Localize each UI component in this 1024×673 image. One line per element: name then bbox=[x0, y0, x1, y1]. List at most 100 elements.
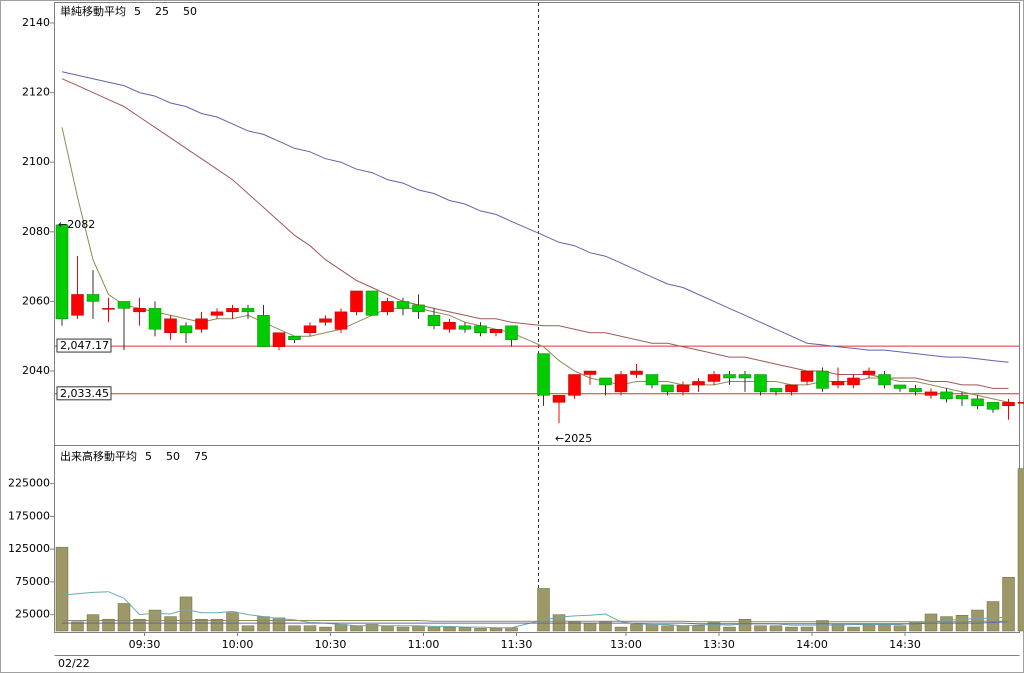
legend-entry: 5 bbox=[145, 450, 152, 463]
candle-body bbox=[537, 353, 550, 396]
candle-body bbox=[164, 318, 177, 333]
candle-body bbox=[226, 308, 239, 313]
x-tick-label: 14:30 bbox=[889, 638, 921, 651]
y-tick-label: 2080 bbox=[22, 225, 50, 238]
volume-bar bbox=[583, 622, 597, 632]
candle-body bbox=[427, 315, 441, 327]
volume-bar bbox=[800, 626, 814, 632]
volume-bar bbox=[676, 625, 690, 632]
candle-body bbox=[847, 377, 860, 386]
legend-title: 単純移動平均 bbox=[60, 4, 126, 18]
volume-bar bbox=[831, 624, 845, 632]
y-tick-label: 2120 bbox=[22, 86, 50, 99]
volume-bar bbox=[102, 618, 115, 632]
price-label-box bbox=[56, 338, 112, 353]
candle-body bbox=[769, 388, 783, 393]
volume-bar bbox=[785, 626, 798, 632]
candle-body bbox=[319, 318, 332, 323]
volume-bar bbox=[940, 616, 953, 632]
volume-bar bbox=[847, 626, 860, 632]
volume-bar bbox=[226, 612, 239, 632]
volume-bar bbox=[878, 624, 891, 632]
candle-body bbox=[971, 398, 984, 407]
candle-body bbox=[443, 322, 456, 330]
candle-body bbox=[583, 370, 597, 375]
candle-body bbox=[754, 374, 767, 393]
candle-body bbox=[692, 381, 705, 386]
date-label: 02/22 bbox=[58, 657, 90, 670]
x-tick-label: 10:30 bbox=[315, 638, 347, 651]
candle-body bbox=[862, 370, 876, 375]
legend-entry: 5 bbox=[134, 5, 141, 18]
candle-body bbox=[955, 395, 969, 400]
candle-body bbox=[723, 374, 736, 379]
x-tick-label: 13:00 bbox=[610, 638, 642, 651]
candle-body bbox=[924, 391, 938, 396]
candle-body bbox=[893, 384, 907, 389]
candle-body bbox=[878, 374, 891, 386]
y-tick-label: 125000 bbox=[8, 542, 50, 555]
volume-bar bbox=[661, 625, 674, 632]
volume-bar bbox=[707, 621, 721, 632]
candle-body bbox=[1017, 402, 1024, 404]
candle-body bbox=[241, 308, 255, 313]
volume-bar bbox=[568, 621, 581, 632]
candle-body bbox=[272, 332, 286, 347]
legend-entry: 25 bbox=[155, 5, 169, 18]
x-tick-label: 09:30 bbox=[129, 638, 161, 651]
volume-bar bbox=[71, 621, 84, 632]
volume-bar bbox=[164, 616, 177, 632]
candle-body bbox=[365, 290, 379, 316]
volume-bar bbox=[971, 609, 984, 632]
volume-bar bbox=[893, 625, 907, 632]
price-annotation: ←2082 bbox=[58, 218, 95, 231]
volume-bar bbox=[241, 625, 255, 632]
candle-body bbox=[940, 391, 953, 400]
legend-title: 出来高移動平均 bbox=[60, 449, 137, 463]
ma-line bbox=[62, 621, 1009, 625]
volume-bar bbox=[396, 626, 410, 632]
volume-bar bbox=[1002, 577, 1015, 632]
candle-body bbox=[334, 311, 348, 330]
volume-bar bbox=[365, 624, 379, 632]
candle-body bbox=[86, 294, 100, 302]
candle-body bbox=[474, 325, 487, 333]
candle-body bbox=[986, 402, 1000, 410]
candle-body bbox=[117, 301, 131, 309]
ma-line bbox=[61, 71, 1009, 363]
ma-line bbox=[61, 591, 1009, 629]
volume-bar bbox=[505, 627, 518, 632]
legend-entry: 50 bbox=[166, 450, 180, 463]
candle-body bbox=[676, 384, 690, 393]
volume-bar bbox=[630, 624, 643, 632]
ma-line bbox=[62, 620, 1009, 623]
x-tick-label: 10:00 bbox=[222, 638, 254, 651]
candle-body bbox=[288, 335, 301, 340]
candle-body bbox=[195, 318, 208, 330]
candle-body bbox=[738, 374, 752, 379]
price-annotation: ←2025 bbox=[555, 432, 592, 445]
y-tick-label: 2100 bbox=[22, 155, 50, 168]
volume-bar bbox=[862, 624, 876, 632]
volume-bar bbox=[986, 601, 1000, 632]
candle-body bbox=[630, 370, 643, 375]
candle-body bbox=[257, 315, 270, 347]
volume-bar bbox=[769, 625, 783, 632]
candle-body bbox=[71, 294, 84, 316]
volume-bar bbox=[1017, 468, 1024, 632]
volume-bar bbox=[738, 618, 752, 632]
x-tick-label: 11:00 bbox=[408, 638, 440, 651]
volume-bar bbox=[754, 625, 767, 632]
volume-bar bbox=[381, 625, 394, 632]
candle-body bbox=[505, 325, 518, 340]
volume-bar bbox=[288, 625, 301, 632]
price-label: 2,047.17 bbox=[60, 339, 109, 352]
volume-bar bbox=[427, 626, 441, 632]
volume-bar bbox=[117, 603, 131, 632]
volume-bar bbox=[257, 616, 270, 632]
volume-bar bbox=[537, 588, 550, 632]
volume-bar bbox=[350, 625, 363, 632]
volume-bar bbox=[195, 618, 208, 632]
